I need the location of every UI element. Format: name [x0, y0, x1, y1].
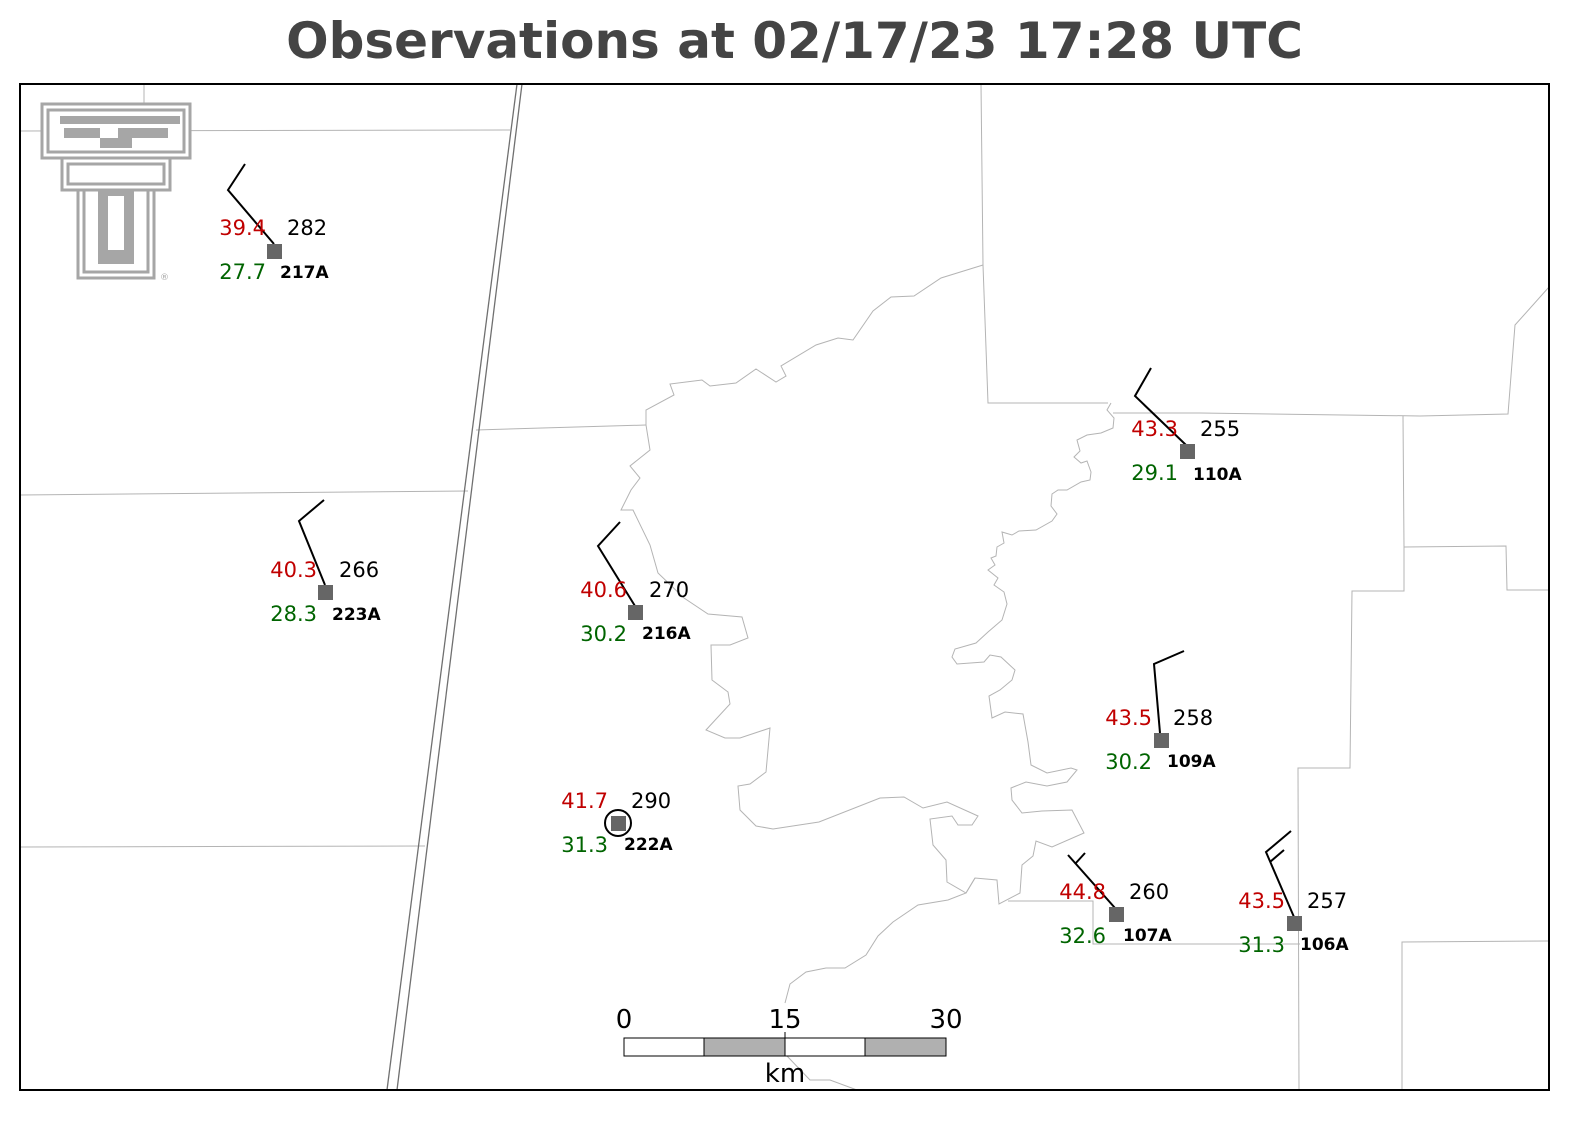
temperature-label: 43.3	[1131, 417, 1178, 441]
map-frame	[19, 83, 1550, 1091]
scale-bar: 0 15 30 km	[616, 1005, 963, 1089]
station-id-label: 217A	[280, 263, 329, 283]
station-marker	[1180, 444, 1195, 459]
dewpoint-label: 28.3	[270, 602, 317, 626]
station-id-label: 216A	[642, 624, 691, 644]
map-title: Observations at 02/17/23 17:28 UTC	[286, 12, 1303, 70]
county-boundaries	[19, 83, 1550, 1091]
temperature-label: 41.7	[561, 789, 608, 813]
station-222A[interactable]: 41.7 290 31.3 222A	[561, 789, 673, 857]
dewpoint-label: 30.2	[580, 622, 627, 646]
direction-label: 270	[649, 578, 689, 602]
scale-label-15: 15	[768, 1005, 801, 1035]
station-marker	[1154, 733, 1169, 748]
calm-wind-circle	[604, 809, 632, 837]
station-id-label: 107A	[1123, 926, 1172, 946]
direction-label: 260	[1129, 880, 1169, 904]
temperature-label: 40.3	[270, 558, 317, 582]
station-marker	[1287, 916, 1302, 931]
station-107A[interactable]: 44.8 260 32.6 107A	[1059, 852, 1172, 948]
dewpoint-label: 29.1	[1131, 461, 1178, 485]
station-marker	[318, 585, 333, 600]
station-223A[interactable]: 40.3 266 28.3 223A	[270, 499, 381, 626]
registered-mark: ®	[160, 273, 169, 283]
dewpoint-label: 31.3	[561, 833, 608, 857]
state-line	[386, 83, 523, 1091]
dewpoint-label: 32.6	[1059, 924, 1106, 948]
direction-label: 266	[339, 558, 379, 582]
station-id-label: 106A	[1300, 935, 1349, 955]
station-id-label: 110A	[1193, 465, 1242, 485]
dewpoint-label: 30.2	[1105, 750, 1152, 774]
direction-label: 257	[1307, 889, 1347, 913]
direction-label: 282	[287, 216, 327, 240]
scale-unit-label: km	[765, 1059, 805, 1089]
scale-label-30: 30	[929, 1005, 962, 1035]
station-110A[interactable]: 43.3 255 29.1 110A	[1131, 367, 1242, 485]
station-marker	[628, 605, 643, 620]
station-id-label: 222A	[624, 835, 673, 855]
station-109A[interactable]: 43.5 258 30.2 109A	[1105, 650, 1216, 774]
direction-label: 290	[631, 789, 671, 813]
station-217A[interactable]: 39.4 282 27.7 217A	[219, 163, 329, 284]
station-marker	[1109, 907, 1124, 922]
station-106A[interactable]: 43.5 257 31.3 106A	[1238, 830, 1349, 957]
dewpoint-label: 31.3	[1238, 933, 1285, 957]
temperature-label: 44.8	[1059, 880, 1106, 904]
temperature-label: 43.5	[1238, 889, 1285, 913]
station-id-label: 109A	[1167, 752, 1216, 772]
temperature-label: 40.6	[580, 578, 627, 602]
temperature-label: 43.5	[1105, 706, 1152, 730]
direction-label: 255	[1200, 417, 1240, 441]
dewpoint-label: 27.7	[219, 260, 266, 284]
station-marker	[267, 244, 282, 259]
direction-label: 258	[1173, 706, 1213, 730]
texas-tech-double-t-logo-icon: ®	[40, 102, 192, 283]
temperature-label: 39.4	[219, 216, 266, 240]
station-id-label: 223A	[332, 605, 381, 625]
station-marker	[611, 816, 626, 831]
station-216A[interactable]: 40.6 270 30.2 216A	[580, 521, 691, 646]
scale-label-0: 0	[616, 1005, 633, 1035]
